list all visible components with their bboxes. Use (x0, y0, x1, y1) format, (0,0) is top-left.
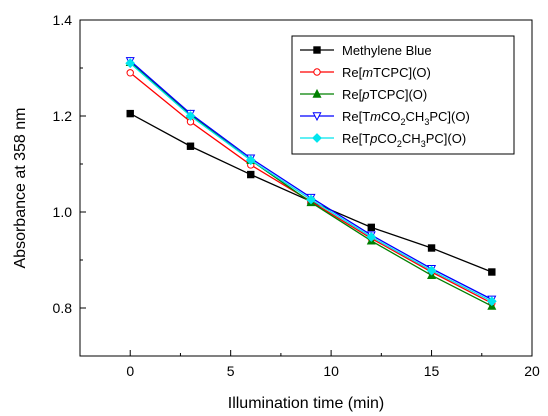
legend-label-part: TCPC](O) (373, 65, 431, 80)
data-point (126, 109, 134, 118)
legend-label: Re[TmCO2CH3PC](O) (342, 109, 470, 127)
data-point (247, 170, 255, 179)
legend-label-part: Re[ (342, 87, 363, 102)
x-tick-label: 10 (323, 363, 339, 379)
data-point (427, 244, 436, 252)
legend-entry: Re[mTCPC](O) (300, 65, 431, 80)
data-point (366, 232, 377, 242)
legend: Methylene BlueRe[mTCPC](O)Re[pTCPC](O)Re… (291, 35, 515, 155)
legend-label-part: Re[T (342, 109, 370, 124)
legend-label-part: p (361, 87, 369, 102)
data-point (186, 142, 195, 150)
legend-label-part: 3 (421, 139, 426, 149)
data-point (245, 155, 256, 166)
data-point (126, 69, 134, 77)
series-4 (125, 58, 497, 307)
x-axis: 0 5 10 15 20 (79, 350, 540, 379)
legend-marker (313, 46, 321, 54)
legend-marker (313, 68, 321, 76)
legend-entry: Methylene Blue (300, 43, 432, 58)
legend-label-part: TCPC](O) (369, 87, 427, 102)
legend-label-part: Methylene Blue (342, 43, 432, 58)
legend-marker (312, 88, 322, 98)
x-tick-label: 5 (227, 363, 235, 379)
legend-label-part: CO (377, 131, 397, 146)
y-tick-label: 1.2 (53, 108, 73, 124)
y-tick-label: 0.8 (53, 300, 73, 316)
legend-label-part: PC](O) (429, 109, 469, 124)
legend-label-part: 2 (397, 139, 402, 149)
x-tick-label: 0 (126, 363, 134, 379)
data-point (486, 296, 497, 307)
legend-label-part: m (362, 65, 373, 80)
plot-frame (79, 19, 533, 357)
legend-marker (312, 133, 322, 143)
data-point (367, 223, 375, 232)
legend-label-part: Re[ (342, 65, 363, 80)
legend-label-part: m (370, 109, 381, 124)
y-tick-label: 1.0 (53, 204, 73, 220)
legend-label-part: p (369, 131, 377, 146)
legend-marker (312, 112, 322, 122)
x-tick-label: 15 (424, 363, 440, 379)
y-axis-title: Absorbance at 358 nm (12, 108, 29, 269)
data-point (306, 194, 316, 205)
legend-label-part: 2 (401, 117, 406, 127)
y-tick-label: 1.4 (53, 12, 73, 28)
y-axis: 0.8 1.0 1.2 1.4 (53, 12, 86, 357)
legend-label: Re[pTCPC](O) (342, 87, 427, 102)
legend-label-part: CO (381, 109, 401, 124)
legend-entry: Re[TmCO2CH3PC](O) (300, 109, 470, 127)
x-tick-label: 20 (524, 363, 540, 379)
legend-label-part: PC](O) (426, 131, 466, 146)
legend-label: Re[TpCO2CH3PC](O) (342, 131, 466, 149)
legend-entry: Re[TpCO2CH3PC](O) (300, 131, 466, 149)
data-point (125, 58, 136, 69)
data-point (185, 111, 196, 121)
data-point (426, 265, 437, 276)
legend-label-part: CH (406, 109, 425, 124)
legend-label-part: 3 (424, 117, 429, 127)
legend-label: Re[mTCPC](O) (342, 65, 431, 80)
legend-label-part: Re[T (342, 131, 370, 146)
data-point (488, 268, 496, 276)
legend-label: Methylene Blue (342, 43, 432, 58)
series-layer (125, 57, 497, 310)
legend-box (291, 35, 515, 155)
legend-label-part: CH (402, 131, 421, 146)
legend-entry: Re[pTCPC](O) (300, 87, 427, 102)
x-axis-title: Illumination time (min) (228, 395, 384, 412)
